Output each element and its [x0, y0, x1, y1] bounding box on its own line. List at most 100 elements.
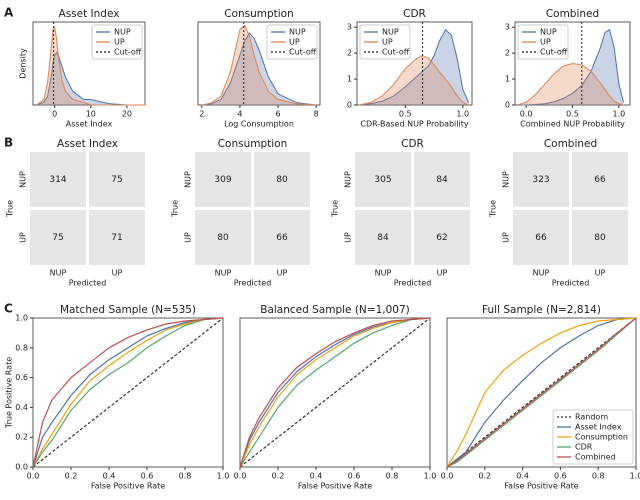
x-tick-label: 0.2	[272, 472, 285, 481]
roc-line	[32, 317, 224, 468]
cell-value: 80	[276, 175, 288, 185]
matrix-cell	[254, 152, 310, 207]
x-tick-label: 2	[199, 110, 204, 119]
x-category-label: NUP	[375, 269, 392, 278]
legend-label: UP	[289, 38, 300, 47]
density-area	[516, 63, 624, 105]
y-category-label: UP	[184, 232, 193, 243]
x-tick-label: 10	[86, 110, 96, 119]
x-category-label: NUP	[215, 269, 232, 278]
matrix-cell	[355, 210, 411, 265]
x-tick-label: 8	[314, 110, 319, 119]
cell-value: 84	[436, 175, 448, 185]
x-tick-label: 0.4	[103, 472, 116, 481]
y-tick-label: 0.0	[15, 463, 28, 472]
panel-title: Matched Sample (N=535)	[60, 304, 196, 316]
x-tick-label: 0.5	[566, 110, 579, 119]
panel-title: Full Sample (N=2,814)	[482, 304, 601, 316]
x-axis-label: Log Consumption	[224, 120, 294, 129]
x-axis-label: Predicted	[394, 279, 432, 288]
roc-line	[239, 317, 431, 468]
x-category-label: UP	[112, 269, 123, 278]
cell-value: 84	[377, 233, 389, 243]
x-tick-label: 0.4	[516, 472, 529, 481]
density-line	[359, 29, 470, 106]
y-axis-label: True	[171, 200, 180, 218]
legend-label: NUP	[540, 28, 557, 37]
matrix-cell	[89, 210, 145, 265]
y-tick-label: 0.8	[15, 343, 28, 352]
cell-value: 323	[532, 175, 549, 185]
x-category-label: NUP	[50, 269, 67, 278]
matrix-cell	[513, 210, 569, 265]
cell-value: 66	[276, 233, 288, 243]
legend-label: NUP	[382, 28, 399, 37]
panel-title: Combined	[544, 138, 597, 150]
x-axis-label: False Positive Rate	[91, 482, 165, 491]
x-axis-label: CDR-Based NUP Probability	[360, 120, 468, 129]
legend-label: Cut-off	[382, 48, 410, 57]
cell-value: 305	[374, 175, 391, 185]
x-tick-label: 0.4	[310, 472, 323, 481]
x-tick-label: 0.0	[520, 110, 533, 119]
roc-line	[446, 317, 637, 468]
legend-box	[552, 409, 634, 465]
panel-title: Asset Index	[59, 8, 120, 20]
roc-line	[446, 317, 637, 468]
legend-label: NUP	[114, 28, 131, 37]
x-category-label: UP	[437, 269, 448, 278]
x-axis-label: Asset Index	[66, 120, 113, 129]
plot-frame	[356, 21, 473, 106]
y-axis-label: True	[6, 200, 15, 218]
legend-box	[517, 24, 569, 60]
roc-line	[32, 317, 224, 468]
x-axis-label: Combined NUP Probability	[520, 120, 625, 129]
density-area	[36, 52, 145, 105]
plot-frame	[197, 21, 321, 106]
legend-label: Combined	[575, 453, 616, 462]
density-line	[201, 24, 317, 106]
plot-frame	[32, 317, 224, 468]
x-tick-label: 1.0	[613, 110, 626, 119]
x-axis-label: Predicted	[69, 279, 107, 288]
cell-value: 71	[111, 233, 122, 243]
x-category-label: UP	[277, 269, 288, 278]
x-category-label: NUP	[533, 269, 550, 278]
x-tick-label: 0.8	[386, 472, 399, 481]
x-tick-label: 0.0	[234, 472, 247, 481]
x-tick-label: 0.6	[141, 472, 154, 481]
matrix-cell	[195, 210, 251, 265]
density-area	[201, 25, 317, 105]
y-tick-label: 3	[505, 23, 510, 32]
legend-label: CDR	[575, 443, 593, 452]
y-tick-label: 2	[505, 49, 510, 58]
x-tick-label: 0	[52, 110, 57, 119]
y-axis-label: True	[331, 200, 340, 218]
panel-title: Balanced Sample (N=1,007)	[260, 304, 410, 316]
y-tick-label: 0	[347, 101, 352, 110]
panel-title: CDR	[403, 8, 426, 20]
matrix-cell	[414, 152, 470, 207]
matrix-cell	[572, 210, 628, 265]
roc-line	[32, 317, 224, 468]
x-tick-label: 0.6	[554, 472, 567, 481]
y-category-label: UP	[344, 232, 353, 243]
x-tick-label: 1.0	[217, 472, 230, 481]
cell-value: 80	[217, 233, 229, 243]
density-line	[359, 55, 469, 106]
x-tick-label: 0.5	[399, 110, 412, 119]
y-tick-label: 1	[347, 75, 352, 84]
legend-label: Cut-off	[114, 48, 142, 57]
legend-label: UP	[382, 38, 393, 47]
roc-line	[446, 317, 637, 468]
matrix-cell	[254, 210, 310, 265]
plot-frame	[239, 317, 431, 468]
y-category-label: NUP	[502, 171, 511, 188]
x-tick-label: 0.0	[441, 472, 454, 481]
cell-value: 314	[49, 175, 66, 185]
legend-box	[359, 24, 411, 60]
panel-letter: B	[4, 136, 13, 150]
roc-line	[32, 317, 224, 468]
density-line	[201, 32, 317, 106]
plot-frame	[446, 317, 637, 468]
